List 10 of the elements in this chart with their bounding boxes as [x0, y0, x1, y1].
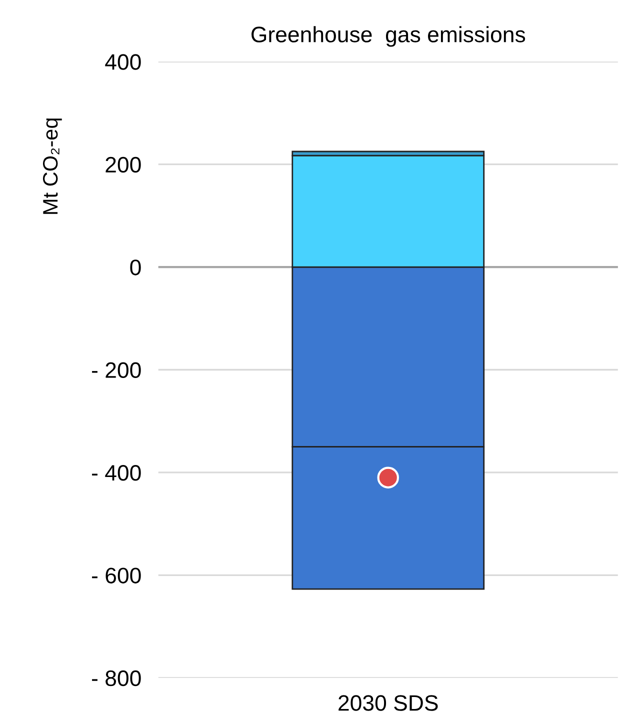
- y-tick-label: - 200: [92, 362, 141, 378]
- y-tick-label: 400: [105, 54, 141, 70]
- y-tick-label: 200: [106, 156, 141, 173]
- y-tick-label: - 800: [92, 670, 141, 686]
- chart-title: Greenhouse gas emissions: [252, 26, 526, 47]
- y-tick-label: - 600: [92, 568, 141, 584]
- y-tick-label: 0: [130, 260, 141, 276]
- y-tick-label: - 400: [92, 464, 141, 481]
- y-axis-title: Mt CO₂-eq: [42, 118, 62, 214]
- x-tick-label: 2030 SDS: [338, 695, 438, 711]
